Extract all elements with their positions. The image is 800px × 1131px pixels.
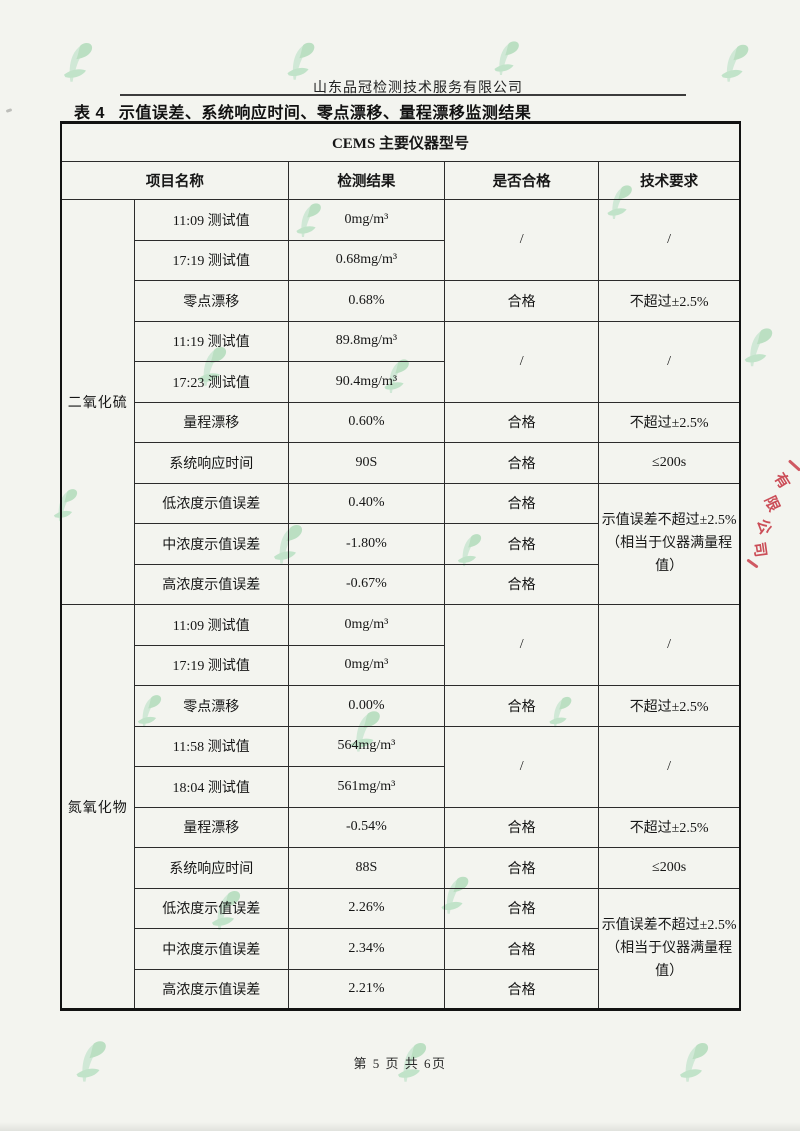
pass-cell: 合格 bbox=[444, 887, 600, 929]
requirement-cell: / bbox=[598, 725, 741, 808]
result-cell: 0.60% bbox=[287, 401, 446, 443]
requirement-cell: 示值误差不超过±2.5%（相当于仪器满量程值） bbox=[598, 887, 741, 1010]
requirement-cell: ≤200s bbox=[598, 847, 741, 889]
item-cell: 11:09 测试值 bbox=[133, 199, 289, 241]
requirement-cell: 不超过±2.5% bbox=[598, 280, 741, 322]
result-cell: 0.68mg/m³ bbox=[287, 239, 446, 281]
stamp-stroke bbox=[746, 558, 759, 569]
item-cell: 低浓度示值误差 bbox=[133, 887, 289, 929]
result-cell: 2.34% bbox=[287, 928, 446, 970]
pass-cell: 合格 bbox=[444, 928, 600, 970]
result-cell: 0mg/m³ bbox=[287, 199, 446, 241]
result-cell: 0mg/m³ bbox=[287, 644, 446, 686]
result-cell: 564mg/m³ bbox=[287, 725, 446, 767]
result-cell: 0.40% bbox=[287, 482, 446, 524]
result-cell: -0.54% bbox=[287, 806, 446, 848]
pass-cell: 合格 bbox=[444, 847, 600, 889]
result-cell: 89.8mg/m³ bbox=[287, 320, 446, 362]
result-cell: 2.26% bbox=[287, 887, 446, 929]
stamp-char: 司 bbox=[750, 541, 768, 559]
company-name: 山东品冠检测技术服务有限公司 bbox=[313, 81, 523, 96]
brand-leaf-logo-watermark bbox=[484, 34, 524, 80]
result-cell: 0mg/m³ bbox=[287, 604, 446, 646]
pass-cell: / bbox=[444, 604, 600, 686]
pass-cell: 合格 bbox=[444, 968, 600, 1010]
item-cell: 17:23 测试值 bbox=[133, 361, 289, 403]
red-stamp-fragment: 有 限 公 司 bbox=[746, 459, 800, 576]
result-cell: 90S bbox=[287, 442, 446, 484]
stamp-stroke bbox=[787, 459, 800, 472]
pass-cell: 合格 bbox=[444, 523, 600, 565]
item-cell: 量程漂移 bbox=[133, 806, 289, 848]
pass-cell: 合格 bbox=[444, 563, 600, 605]
requirement-cell: 不超过±2.5% bbox=[598, 401, 741, 443]
item-cell: 11:09 测试值 bbox=[133, 604, 289, 646]
requirement-cell: 不超过±2.5% bbox=[598, 685, 741, 727]
stamp-char: 有 bbox=[770, 470, 792, 492]
item-cell: 11:19 测试值 bbox=[133, 320, 289, 362]
item-cell: 零点漂移 bbox=[133, 685, 289, 727]
item-cell: 中浓度示值误差 bbox=[133, 523, 289, 565]
item-cell: 高浓度示值误差 bbox=[133, 563, 289, 605]
result-cell: 561mg/m³ bbox=[287, 766, 446, 808]
item-cell: 零点漂移 bbox=[133, 280, 289, 322]
requirement-cell: / bbox=[598, 604, 741, 686]
table-caption: 表 4 示值误差、系统响应时间、零点漂移、量程漂移监测结果 bbox=[74, 99, 531, 123]
scan-edge-shadow bbox=[0, 1122, 800, 1131]
pollutant-cell: 氮氧化物 bbox=[60, 604, 135, 1010]
item-cell: 系统响应时间 bbox=[133, 847, 289, 889]
pass-cell: 合格 bbox=[444, 442, 600, 484]
column-header-requirement: 技术要求 bbox=[598, 161, 741, 200]
pass-cell: / bbox=[444, 320, 600, 403]
item-cell: 中浓度示值误差 bbox=[133, 928, 289, 970]
column-header-result: 检测结果 bbox=[287, 161, 446, 200]
item-cell: 高浓度示值误差 bbox=[133, 968, 289, 1010]
item-cell: 18:04 测试值 bbox=[133, 766, 289, 808]
result-cell: 88S bbox=[287, 847, 446, 889]
column-header-pass: 是否合格 bbox=[444, 161, 600, 200]
item-cell: 11:58 测试值 bbox=[133, 725, 289, 767]
result-cell: 90.4mg/m³ bbox=[287, 361, 446, 403]
pass-cell: / bbox=[444, 725, 600, 808]
cems-results-table: CEMS 主要仪器型号 项目名称 检测结果 是否合格 技术要求 二氧化硫 11:… bbox=[60, 121, 741, 1011]
item-cell: 低浓度示值误差 bbox=[133, 482, 289, 524]
pass-cell: 合格 bbox=[444, 482, 600, 524]
requirement-cell: 示值误差不超过±2.5%（相当于仪器满量程值） bbox=[598, 482, 741, 605]
header-divider bbox=[120, 94, 686, 96]
stamp-char: 公 bbox=[753, 517, 773, 537]
item-cell: 17:19 测试值 bbox=[133, 644, 289, 686]
item-cell: 量程漂移 bbox=[133, 401, 289, 443]
table-title: 示值误差、系统响应时间、零点漂移、量程漂移监测结果 bbox=[118, 105, 532, 122]
column-header-item: 项目名称 bbox=[60, 161, 289, 200]
pencil-mark bbox=[5, 108, 13, 113]
stamp-char: 限 bbox=[760, 493, 782, 515]
result-cell: 0.68% bbox=[287, 280, 446, 322]
pollutant-cell: 二氧化硫 bbox=[60, 199, 135, 605]
page-number: 第 5 页 共 6页 bbox=[353, 1056, 447, 1071]
result-cell: -0.67% bbox=[287, 563, 446, 605]
result-cell: 0.00% bbox=[287, 685, 446, 727]
requirement-cell: / bbox=[598, 320, 741, 403]
pass-cell: 合格 bbox=[444, 280, 600, 322]
result-cell: 2.21% bbox=[287, 968, 446, 1010]
requirement-cell: ≤200s bbox=[598, 442, 741, 484]
item-cell: 17:19 测试值 bbox=[133, 239, 289, 281]
pass-cell: 合格 bbox=[444, 806, 600, 848]
pass-cell: / bbox=[444, 199, 600, 281]
item-cell: 系统响应时间 bbox=[133, 442, 289, 484]
requirement-cell: 不超过±2.5% bbox=[598, 806, 741, 848]
requirement-cell: / bbox=[598, 199, 741, 281]
pass-cell: 合格 bbox=[444, 401, 600, 443]
pass-cell: 合格 bbox=[444, 685, 600, 727]
table-number: 表 4 bbox=[74, 105, 105, 122]
instrument-model-cell: CEMS 主要仪器型号 bbox=[60, 122, 741, 162]
result-cell: -1.80% bbox=[287, 523, 446, 565]
